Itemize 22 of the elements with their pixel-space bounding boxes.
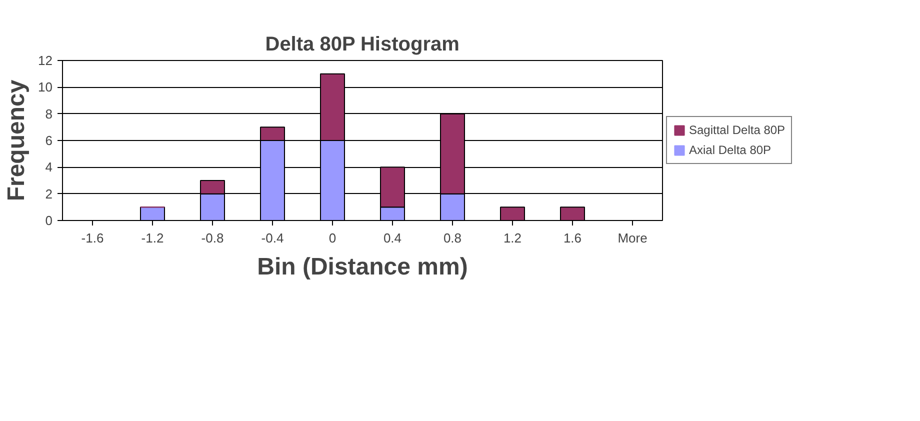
x-tick-label: -1.6 [81,230,104,246]
x-tick-label: -0.4 [261,230,284,246]
y-tick-label: 10 [38,80,53,95]
x-tick-label: More [618,230,648,246]
x-tick-label: 0 [328,230,336,246]
chart-title: Delta 80P Histogram [265,34,460,56]
y-tick-label: 6 [45,133,53,148]
x-tick-label: -0.8 [201,230,224,246]
x-tick-label: 1.6 [563,230,582,246]
x-tick-label: -1.2 [141,230,164,246]
x-axis-title: Bin (Distance mm) [257,254,468,280]
x-tick-label: 0.8 [443,230,462,246]
y-tick-label: 0 [45,213,53,228]
legend-label: Axial Delta 80P [689,143,772,157]
x-tick-label: 0.4 [383,230,402,246]
y-tick-label: 8 [45,106,53,122]
legend-label: Sagittal Delta 80P [689,123,786,137]
y-tick-label: 2 [45,186,53,202]
x-tick-label: 1.2 [503,230,522,246]
y-tick-label: 4 [45,160,53,175]
y-tick-label: 12 [38,53,53,68]
y-axis-title: Frequency [3,79,30,202]
